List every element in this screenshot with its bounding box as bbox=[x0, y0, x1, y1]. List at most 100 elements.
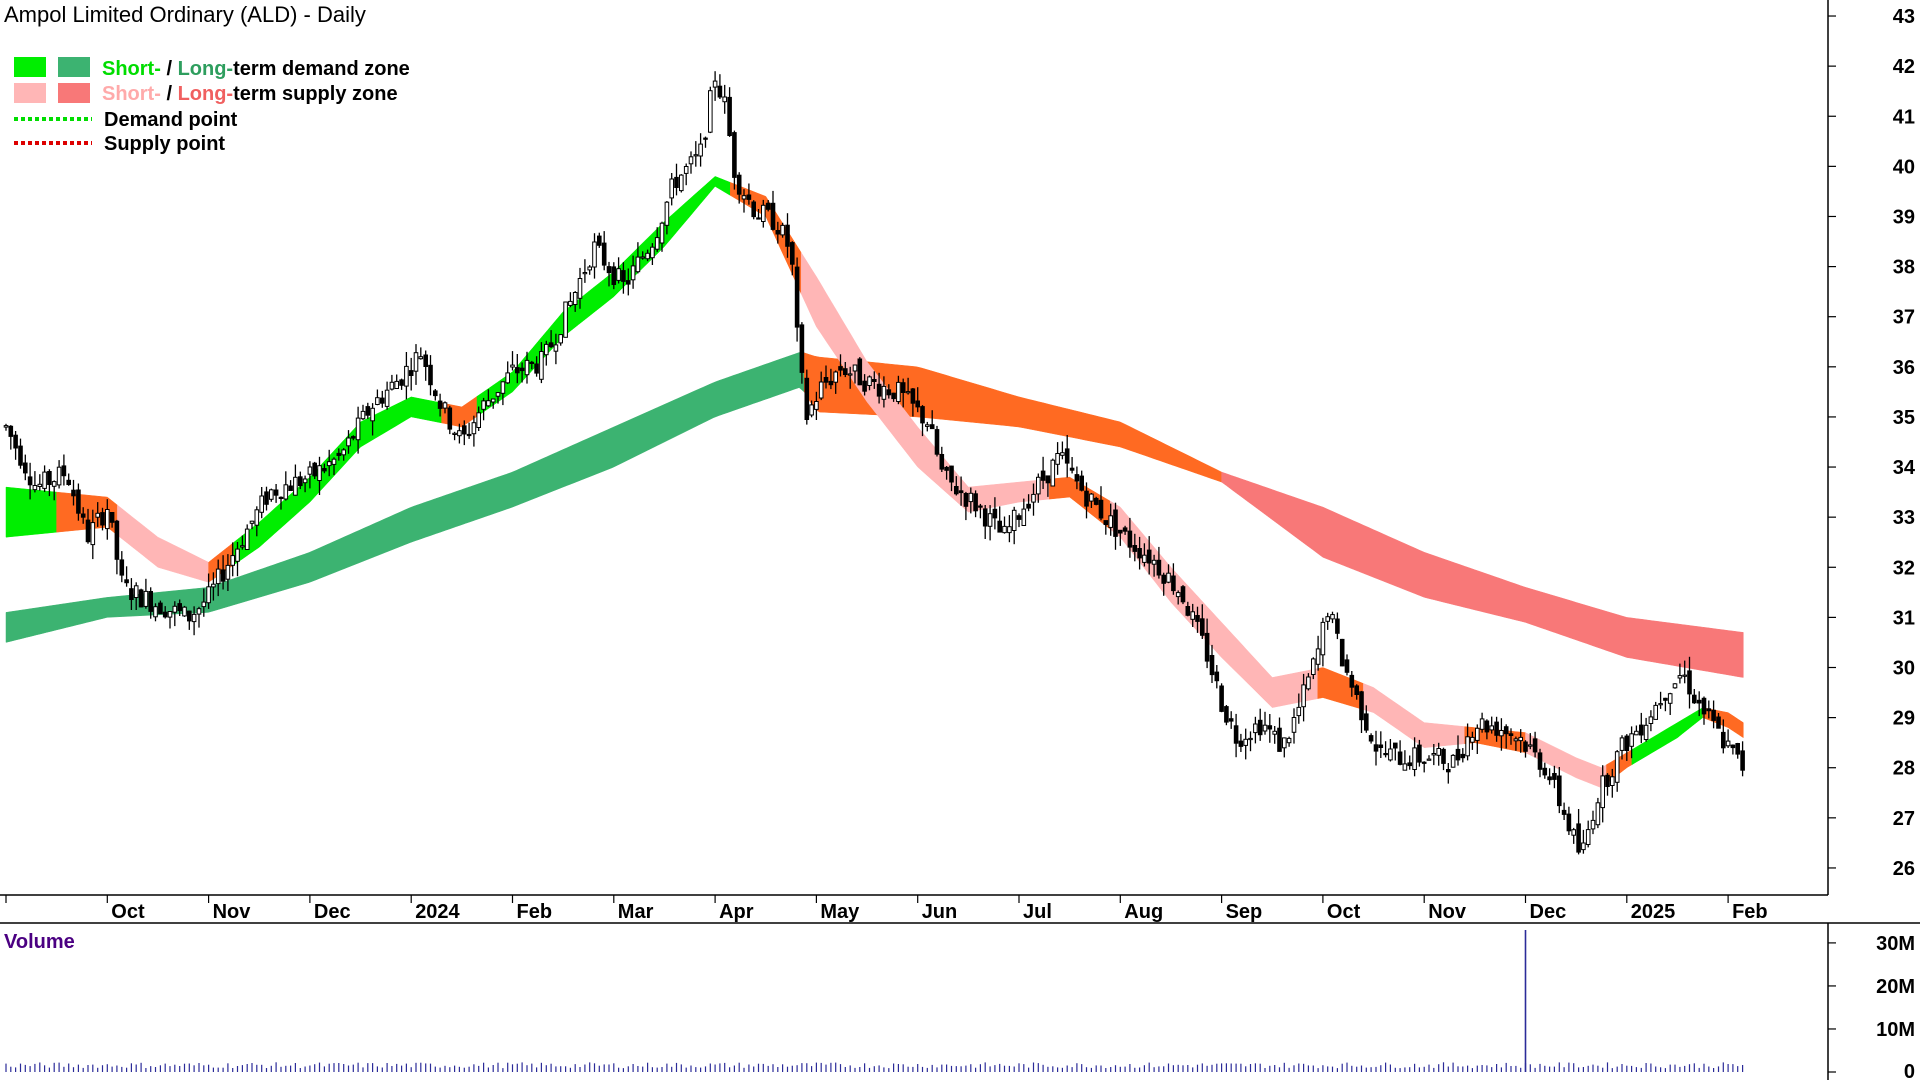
price-tick-label: 32 bbox=[1893, 557, 1915, 579]
price-tick-label: 33 bbox=[1893, 507, 1915, 529]
volume-tick-label: 0 bbox=[1904, 1061, 1915, 1080]
candle-body bbox=[1243, 738, 1249, 746]
candle-body bbox=[240, 545, 245, 548]
candle-body bbox=[109, 512, 115, 523]
candle-body bbox=[982, 508, 988, 527]
candle-body bbox=[862, 380, 867, 392]
candle-body bbox=[249, 520, 255, 524]
short-zone-supply-dark-7 bbox=[730, 182, 802, 294]
candle-body bbox=[1421, 761, 1427, 764]
candle-body bbox=[616, 268, 621, 281]
candle-body bbox=[958, 490, 964, 494]
month-label: Sep bbox=[1226, 901, 1263, 923]
candle-body bbox=[1238, 740, 1244, 747]
candle-body bbox=[910, 388, 916, 404]
candle-body bbox=[847, 373, 853, 376]
candle-body bbox=[293, 476, 298, 496]
candle-body bbox=[626, 280, 631, 285]
price-tick-label: 41 bbox=[1893, 106, 1915, 128]
candle-body bbox=[1127, 530, 1133, 548]
price-tick-label: 29 bbox=[1893, 708, 1915, 730]
candle-body bbox=[1672, 683, 1678, 689]
candle-body bbox=[814, 401, 819, 410]
candle-body bbox=[27, 476, 33, 486]
long-zone-demand-0 bbox=[5, 352, 805, 643]
price-tick-label: 35 bbox=[1893, 407, 1915, 429]
candle-body bbox=[1016, 515, 1022, 520]
candle-body bbox=[1711, 709, 1716, 721]
candle-body bbox=[220, 569, 226, 582]
candle-body bbox=[384, 389, 390, 407]
candle-body bbox=[273, 489, 279, 496]
volume-tick-label: 30M bbox=[1876, 933, 1915, 955]
candle-body bbox=[413, 352, 419, 372]
candle-body bbox=[1653, 704, 1659, 720]
candle-body bbox=[1667, 693, 1673, 704]
candle-body bbox=[1566, 813, 1572, 832]
month-label: Dec bbox=[314, 901, 351, 923]
candle-body bbox=[1455, 748, 1461, 761]
candle-body bbox=[539, 351, 544, 380]
price-tick-label: 27 bbox=[1893, 808, 1915, 830]
candle-body bbox=[442, 402, 448, 409]
candle-body bbox=[394, 380, 399, 389]
candle-body bbox=[1436, 748, 1442, 756]
candle-body bbox=[317, 465, 322, 482]
candle-body bbox=[1209, 655, 1215, 676]
candle-body bbox=[1701, 697, 1707, 715]
candle-body bbox=[196, 608, 202, 615]
legend-supply-point: Supply point bbox=[104, 133, 225, 155]
candle-body bbox=[1658, 703, 1663, 706]
candle-body bbox=[1619, 737, 1625, 751]
candle-body bbox=[187, 610, 192, 622]
candle-body bbox=[1151, 559, 1157, 565]
candle-body bbox=[1156, 559, 1162, 576]
candle-body bbox=[3, 425, 9, 428]
candle-body bbox=[37, 483, 43, 487]
candle-body bbox=[679, 174, 684, 192]
candle-body bbox=[167, 611, 173, 618]
candle-body bbox=[1407, 762, 1413, 767]
candle-body bbox=[471, 422, 477, 435]
candle-body bbox=[1639, 724, 1644, 736]
legend-supply-zone: Short- / Long-term supply zone bbox=[102, 83, 398, 105]
candle-body bbox=[138, 589, 144, 608]
candle-body bbox=[1161, 574, 1167, 584]
month-label: Jun bbox=[922, 901, 958, 923]
candle-body bbox=[1682, 674, 1688, 677]
candle-body bbox=[978, 505, 983, 508]
candle-body bbox=[1595, 802, 1601, 826]
candle-body bbox=[1122, 527, 1128, 532]
candle-body bbox=[1706, 708, 1712, 712]
candle-body bbox=[1103, 520, 1109, 525]
candle-body bbox=[466, 433, 472, 437]
candle-body bbox=[13, 434, 18, 449]
candle-body bbox=[857, 358, 863, 386]
candle-body bbox=[380, 397, 385, 404]
candle-body bbox=[1228, 718, 1234, 722]
price-tick-label: 30 bbox=[1893, 658, 1915, 680]
candle-body bbox=[1098, 499, 1104, 519]
candle-body bbox=[1282, 737, 1287, 749]
candle-body bbox=[476, 412, 481, 428]
candle-body bbox=[269, 489, 274, 500]
candle-body bbox=[553, 344, 559, 352]
month-label: 2024 bbox=[415, 901, 460, 923]
candle-body bbox=[746, 194, 752, 200]
candle-body bbox=[437, 400, 443, 409]
candle-body bbox=[61, 465, 67, 477]
candle-body bbox=[1696, 699, 1702, 704]
candle-body bbox=[365, 406, 371, 416]
candle-body bbox=[529, 361, 535, 364]
candle-body bbox=[1610, 776, 1615, 786]
candle-body bbox=[577, 278, 583, 299]
candle-body bbox=[1552, 773, 1557, 780]
volume-tick-label: 20M bbox=[1876, 976, 1915, 998]
candle-body bbox=[1142, 554, 1147, 563]
candle-body bbox=[1074, 474, 1080, 482]
legend-supply-sep: / bbox=[161, 83, 178, 105]
candle-body bbox=[1479, 718, 1485, 730]
candle-body bbox=[244, 528, 250, 550]
candle-body bbox=[867, 376, 872, 386]
legend-swatch-short-demand bbox=[14, 57, 46, 77]
